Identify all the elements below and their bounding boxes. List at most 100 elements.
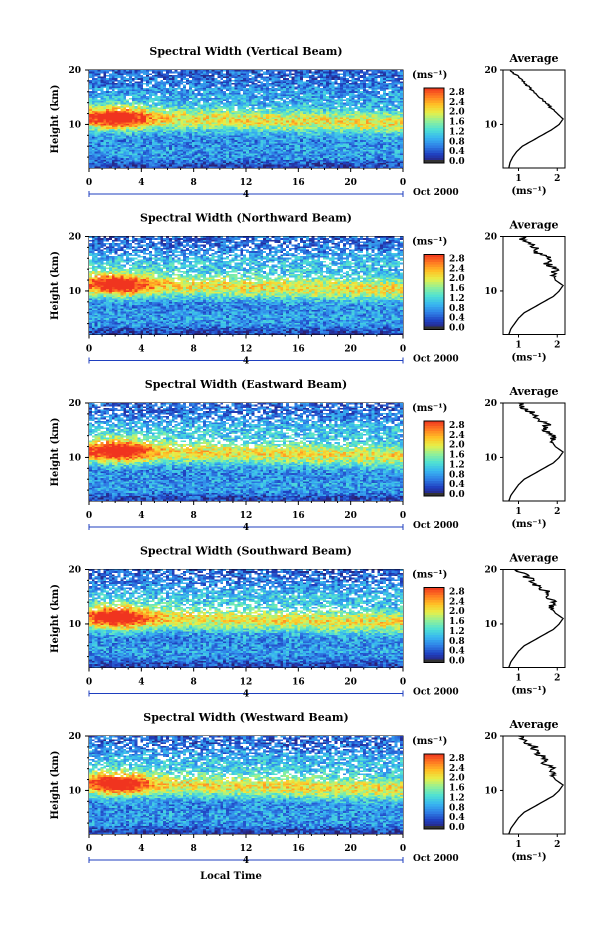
x-tick-label: 8: [191, 511, 197, 521]
x-tick-label: 4: [138, 511, 144, 521]
colorbar-segment: [424, 307, 444, 310]
x-tick-label: 4: [138, 178, 144, 188]
colorbar-tick-label: 0.8: [449, 137, 465, 147]
colorbar-segment: [424, 448, 444, 452]
colorbar-segment: [424, 324, 444, 328]
x-tick-label: 16: [292, 178, 305, 188]
colorbar-segment: [424, 794, 444, 797]
x-tick-label: 0: [86, 678, 92, 688]
colorbar-segment: [424, 254, 444, 258]
colorbar-segment: [424, 292, 444, 295]
colorbar-segment: [424, 314, 444, 318]
y-tick-label: 20: [68, 233, 81, 243]
colorbar-segment: [424, 138, 444, 141]
x-tick-label: 12: [240, 345, 253, 355]
colorbar-segment: [424, 312, 444, 315]
colorbar-segment: [424, 811, 444, 815]
x-tick-label: 4: [138, 678, 144, 688]
colorbar-tick-label: 2.0: [449, 108, 465, 118]
colorbar-segment: [424, 597, 444, 601]
colorbar-segment: [424, 115, 444, 119]
colorbar-segment: [424, 786, 444, 790]
colorbar-segment: [424, 779, 444, 782]
colorbar-tick-label: 0.0: [449, 657, 465, 667]
average-x-label: (ms⁻¹): [511, 686, 546, 697]
colorbar-segment: [424, 821, 444, 825]
colorbar-segment: [424, 640, 444, 643]
colorbar-segment: [424, 625, 444, 628]
average-x-tick-label: 1: [515, 341, 521, 351]
colorbar-tick-label: 0.8: [449, 637, 465, 647]
day-marker-label: 4: [243, 190, 249, 200]
average-title: Average: [508, 385, 558, 398]
colorbar-segment: [424, 257, 444, 260]
colorbar-segment: [424, 272, 444, 275]
x-tick-label: 12: [240, 178, 253, 188]
average-y-tick-label: 20: [484, 732, 497, 742]
colorbar-segment: [424, 471, 444, 474]
colorbar-tick-label: 0.4: [449, 314, 465, 324]
x-tick-label: 20: [344, 178, 357, 188]
x-tick-label: 16: [292, 844, 305, 854]
colorbar-unit: (ms⁻¹): [412, 403, 447, 414]
colorbar-segment: [424, 125, 444, 129]
colorbar-segment: [424, 483, 444, 487]
heatmap-image-0: [89, 70, 403, 168]
colorbar-segment: [424, 451, 444, 454]
x-tick-label: 4: [138, 345, 144, 355]
y-axis-label: Height (km): [50, 751, 61, 820]
colorbar-segment: [424, 493, 444, 496]
colorbar-segment: [424, 488, 444, 492]
average-y-tick-label: 20: [484, 233, 497, 243]
x-tick-label: 0: [400, 178, 406, 188]
average-x-tick-label: 2: [554, 507, 560, 517]
colorbar-segment: [424, 466, 444, 469]
colorbar-segment: [424, 421, 444, 424]
colorbar-segment: [424, 294, 444, 298]
colorbar-segment: [424, 476, 444, 479]
heatmap-image-1: [89, 236, 403, 335]
x-tick-label: 16: [292, 678, 305, 688]
colorbar-segment: [424, 140, 444, 144]
colorbar-segment: [424, 438, 444, 442]
colorbar-segment: [424, 761, 444, 765]
colorbar-tick-label: 0.8: [449, 470, 465, 480]
colorbar-segment: [424, 130, 444, 134]
colorbar-segment: [424, 426, 444, 429]
colorbar-segment: [424, 647, 444, 651]
colorbar-segment: [424, 322, 444, 325]
x-tick-label: 16: [292, 511, 305, 521]
average-x-label: (ms⁻¹): [511, 519, 546, 530]
average-x-label: (ms⁻¹): [511, 186, 546, 197]
colorbar-segment: [424, 769, 444, 772]
day-marker-label: 4: [243, 523, 249, 533]
x-tick-label: 12: [240, 511, 253, 521]
colorbar-segment: [424, 814, 444, 817]
colorbar-segment: [424, 590, 444, 593]
colorbar-tick-label: 0.4: [449, 647, 465, 657]
colorbar-tick-label: 0.0: [449, 823, 465, 833]
heatmap-image-3: [89, 569, 403, 668]
panel-0: Spectral Width (Vertical Beam) Height (km…: [50, 45, 566, 200]
average-x-tick-label: 1: [515, 674, 521, 684]
average-frame: [502, 569, 566, 668]
average-y-tick-label: 20: [484, 566, 497, 576]
colorbar-segment: [424, 784, 444, 787]
colorbar-segment: [424, 806, 444, 810]
date-label: Oct 2000: [413, 521, 459, 531]
date-label: Oct 2000: [413, 188, 459, 198]
average-y-tick-label: 10: [484, 786, 497, 796]
colorbar-segment: [424, 98, 444, 101]
x-tick-label: 20: [344, 345, 357, 355]
colorbar-segment: [424, 143, 444, 146]
day-marker-label: 4: [243, 357, 249, 367]
colorbar-segment: [424, 436, 444, 439]
colorbar-segment: [424, 304, 444, 308]
colorbar-tick-label: 0.4: [449, 480, 465, 490]
x-tick-label: 20: [344, 678, 357, 688]
colorbar-tick-label: 2.4: [449, 597, 465, 607]
colorbar-tick-label: 1.2: [449, 294, 465, 304]
colorbar-segment: [424, 655, 444, 658]
average-title: Average: [508, 552, 558, 565]
